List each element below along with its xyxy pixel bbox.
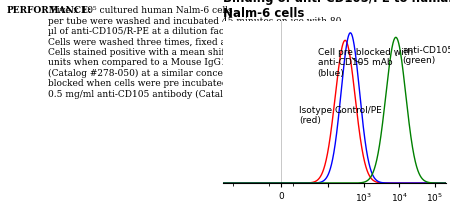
Text: PERFORMANCE:: PERFORMANCE: <box>7 6 92 15</box>
Text: Isotype Control/PE
(red): Isotype Control/PE (red) <box>299 106 382 125</box>
Text: Cell pre blocked with
anti-CD105 mAb
(blue): Cell pre blocked with anti-CD105 mAb (bl… <box>318 48 413 78</box>
Text: Binding of anti-CD105/PE to human
Nalm-6 cells: Binding of anti-CD105/PE to human Nalm-6… <box>223 0 450 20</box>
Text: anti-CD105/PE
(green): anti-CD105/PE (green) <box>396 46 450 65</box>
Text: Five x 10⁵ cultured human Nalm-6 cells
per tube were washed and incubated 45 min: Five x 10⁵ cultured human Nalm-6 cells p… <box>48 6 342 99</box>
